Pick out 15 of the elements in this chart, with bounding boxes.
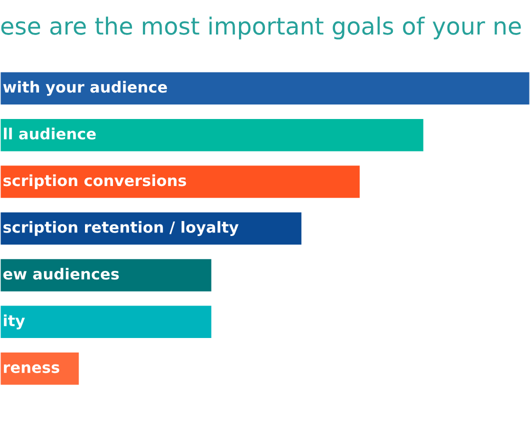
y-tick-label: ew audiences [3,268,119,280]
y-tick-label: scription conversions [3,174,186,190]
y-tick-label: scription retention / loyalty [3,221,239,236]
bar [0,351,80,386]
bar [0,304,213,340]
y-tick-label: ity [4,314,25,330]
bar [0,258,213,293]
bar [0,118,425,153]
y-tick-label: with your audience [3,80,167,96]
y-tick-label: ll audience [4,128,96,140]
bar [0,164,362,200]
bar [0,210,303,246]
y-tick-label: reness [4,364,60,374]
bar [0,70,530,106]
chart-title: ese are the most important goals of your ne [1,16,521,40]
